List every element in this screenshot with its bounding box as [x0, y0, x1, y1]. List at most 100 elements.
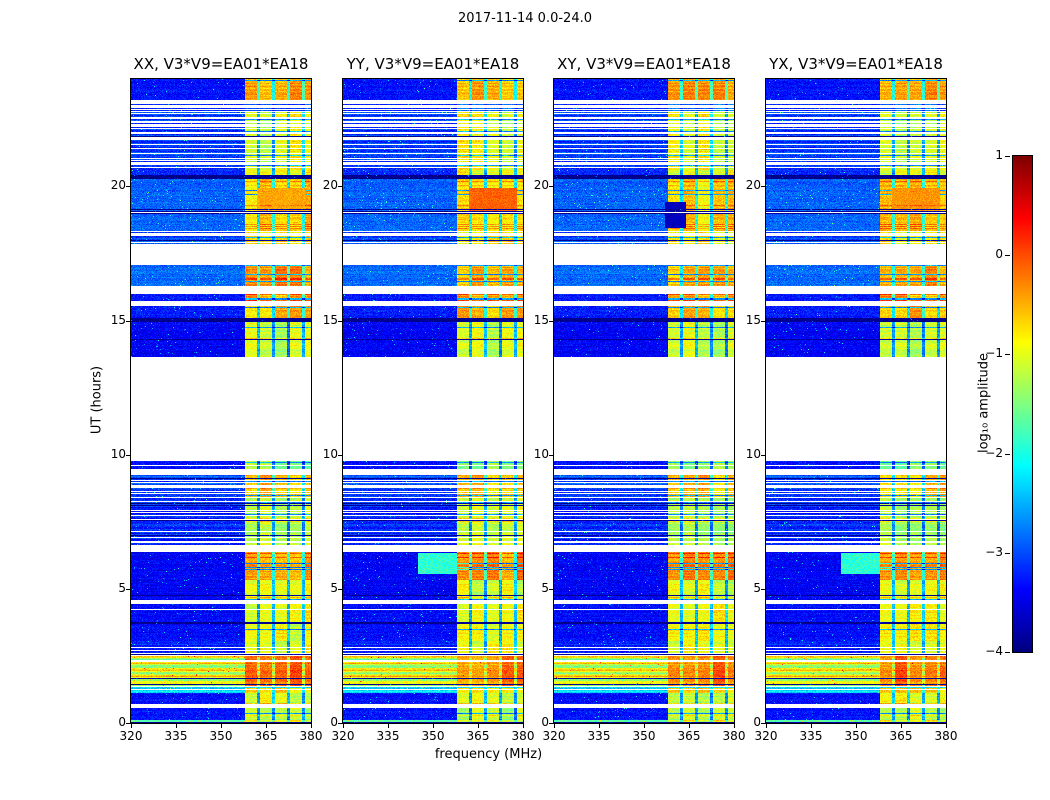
y-tick-mark: [126, 588, 130, 590]
panel-title-yx: YX, V3*V9=EA01*EA18: [769, 55, 943, 73]
x-tick-label: 365: [254, 729, 278, 743]
y-tick-label: 5: [753, 580, 761, 595]
colorbar-tick-label: −2: [985, 445, 1003, 460]
x-tick-mark: [689, 724, 690, 728]
x-tick-label: 380: [511, 729, 535, 743]
heatmap-canvas-yy: [342, 78, 524, 724]
y-tick-label: 15: [322, 312, 338, 327]
y-tick-label: 0: [541, 715, 549, 729]
colorbar-tick-label: 0: [995, 247, 1003, 262]
heatmap-canvas-xx: [130, 78, 312, 724]
colorbar-tick-mark: [1005, 255, 1010, 257]
y-tick-mark: [761, 588, 765, 590]
y-tick-label: 10: [533, 446, 549, 461]
y-tick-mark: [549, 454, 553, 456]
y-tick-mark: [338, 454, 342, 456]
x-tick-label: 350: [632, 729, 656, 743]
y-tick-mark: [126, 454, 130, 456]
x-tick-label: 350: [421, 729, 445, 743]
colorbar-tick-mark: [1005, 156, 1010, 157]
x-tick-mark: [221, 724, 222, 728]
x-tick-label: 320: [331, 729, 355, 743]
y-tick-mark: [761, 454, 765, 456]
figure-title: 2017-11-14 0.0-24.0: [458, 11, 592, 26]
y-tick-label: 5: [541, 580, 549, 595]
x-tick-label: 380: [299, 729, 323, 743]
y-tick-mark: [761, 320, 765, 322]
y-tick-mark: [549, 320, 553, 322]
x-tick-label: 380: [934, 729, 958, 743]
y-tick-mark: [761, 723, 765, 724]
colorbar-tick-label: −4: [985, 644, 1003, 658]
x-tick-label: 335: [799, 729, 823, 743]
x-tick-mark: [554, 724, 555, 728]
y-axis-label: UT (hours): [89, 365, 105, 435]
colorbar-tick-label: −3: [985, 544, 1003, 559]
y-tick-label: 5: [118, 580, 126, 595]
y-tick-mark: [126, 186, 130, 188]
heatmap-canvas-xy: [553, 78, 735, 724]
y-tick-mark: [549, 186, 553, 188]
x-tick-mark: [388, 724, 389, 728]
x-tick-label: 380: [722, 729, 746, 743]
x-tick-label: 320: [542, 729, 566, 743]
y-tick-label: 15: [533, 312, 549, 327]
y-tick-mark: [338, 320, 342, 322]
x-tick-mark: [946, 724, 947, 728]
x-tick-label: 320: [754, 729, 778, 743]
x-tick-mark: [766, 724, 767, 728]
panel-yy: YY, V3*V9=EA01*EA18 320 335 350 365 380 0 5 10 1…: [323, 55, 535, 743]
x-tick-mark: [734, 724, 735, 728]
y-tick-mark: [126, 320, 130, 322]
x-tick-mark: [644, 724, 645, 728]
colorbar-tick-label: 1: [995, 148, 1003, 162]
y-tick-label: 0: [118, 715, 126, 729]
y-tick-mark: [761, 186, 765, 188]
panel-title-xx: XX, V3*V9=EA01*EA18: [133, 55, 309, 73]
colorbar: 1 0 −1 −2 −3 −4: [985, 148, 1033, 658]
x-tick-label: 335: [587, 729, 611, 743]
colorbar-tick-mark: [1005, 652, 1010, 653]
colorbar-tick-mark: [1005, 354, 1010, 356]
x-tick-mark: [176, 724, 177, 728]
y-tick-mark: [338, 723, 342, 724]
y-tick-label: 15: [110, 312, 126, 327]
y-tick-mark: [549, 588, 553, 590]
x-tick-mark: [311, 724, 312, 728]
x-tick-label: 320: [119, 729, 143, 743]
y-tick-label: 15: [745, 312, 761, 327]
y-tick-label: 5: [330, 580, 338, 595]
y-tick-mark: [126, 723, 130, 724]
panel-title-xy: XY, V3*V9=EA01*EA18: [557, 55, 731, 73]
y-tick-label: 0: [330, 715, 338, 729]
x-axis-label: frequency (MHz): [434, 747, 543, 762]
x-tick-mark: [433, 724, 434, 728]
x-tick-mark: [343, 724, 344, 728]
colorbar-tick-label: −1: [985, 346, 1003, 361]
x-tick-label: 335: [164, 729, 188, 743]
y-tick-label: 0: [753, 715, 761, 729]
y-tick-label: 10: [322, 446, 338, 461]
colorbar-gradient: [1012, 155, 1033, 653]
y-tick-mark: [549, 723, 553, 724]
panel-yx: YX, V3*V9=EA01*EA18 320 335 350 365 380 0 5 10 1…: [746, 55, 958, 743]
x-tick-mark: [856, 724, 857, 728]
x-tick-mark: [131, 724, 132, 728]
y-tick-mark: [338, 186, 342, 188]
x-tick-mark: [523, 724, 524, 728]
y-tick-mark: [338, 588, 342, 590]
x-tick-mark: [599, 724, 600, 728]
x-tick-mark: [266, 724, 267, 728]
panel-xy: XY, V3*V9=EA01*EA18 320 335 350 365 380 0 5 10 1…: [534, 55, 746, 743]
y-tick-label: 10: [745, 446, 761, 461]
x-tick-mark: [811, 724, 812, 728]
x-tick-label: 365: [677, 729, 701, 743]
x-tick-label: 365: [889, 729, 913, 743]
x-tick-label: 365: [466, 729, 490, 743]
y-tick-label: 20: [745, 178, 761, 193]
y-tick-label: 20: [533, 178, 549, 193]
panel-xx: XX, V3*V9=EA01*EA18 320 335 350 365 380 0 5 10 1…: [111, 55, 323, 743]
colorbar-tick-mark: [1005, 453, 1010, 455]
x-tick-mark: [901, 724, 902, 728]
